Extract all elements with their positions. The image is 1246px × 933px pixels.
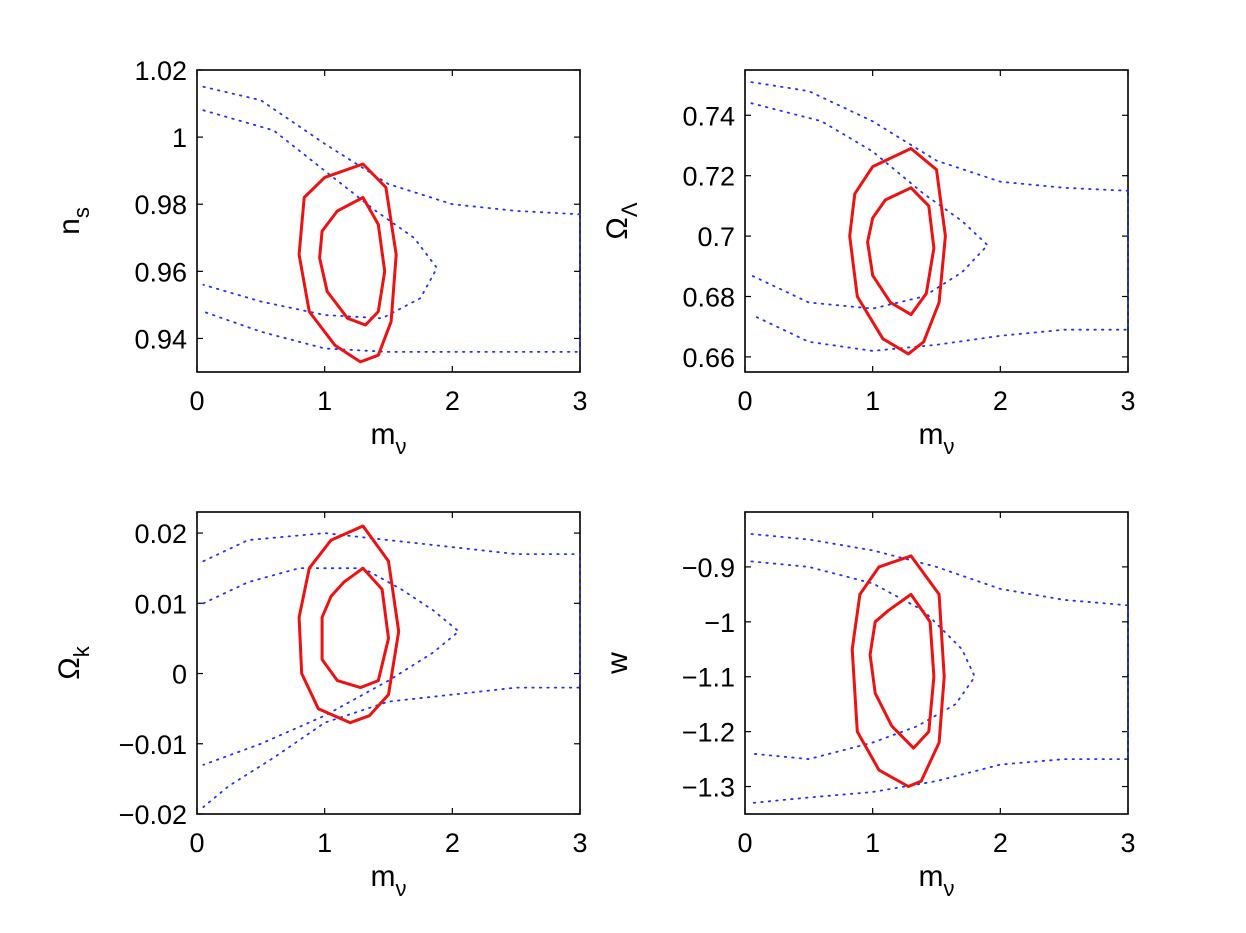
dotted-outer-contour <box>750 533 1129 804</box>
plot-frame <box>196 511 581 815</box>
y-tick-label: 0.7 <box>697 222 735 252</box>
y-tick-label: 0.66 <box>682 343 735 373</box>
y-axis-label: ns <box>53 207 94 235</box>
plot-frame <box>744 511 1129 815</box>
y-axis-label: ΩΛ <box>601 202 642 239</box>
solid-inner-contour <box>868 592 936 750</box>
solid-inner-contour <box>318 196 387 327</box>
x-tick-label: 2 <box>445 386 460 416</box>
y-tick-label: 0.72 <box>682 162 735 192</box>
x-tick-label: 0 <box>737 386 752 416</box>
y-tick-label: 0.74 <box>682 101 735 131</box>
dotted-inner-contour <box>750 560 976 761</box>
x-tick-label: 0 <box>189 386 204 416</box>
y-tick-label: −1.2 <box>682 718 735 748</box>
x-tick-label: 0 <box>189 828 204 858</box>
y-tick-label: 0.02 <box>134 519 187 549</box>
y-tick-label: 1 <box>172 123 187 153</box>
x-tick-label: 2 <box>993 828 1008 858</box>
solid-inner-contour <box>320 566 390 690</box>
dotted-outer-contour <box>202 532 581 808</box>
y-tick-label: −1 <box>704 608 735 638</box>
panel-omega-lambda: 0 1 2 3 0.66 0.68 0.7 0.72 0.74 mν ΩΛ <box>601 69 1136 459</box>
y-tick-label: 0.96 <box>134 257 187 287</box>
y-tick-label: 0.01 <box>134 589 187 619</box>
solid-outer-contour <box>297 524 401 725</box>
x-tick-label: 2 <box>445 828 460 858</box>
panel-ns: 0 1 2 3 0.94 0.96 0.98 1 1.02 mν ns <box>53 56 588 459</box>
solid-inner-contour <box>866 186 936 317</box>
x-tick-label: 1 <box>317 828 332 858</box>
x-tick-label: 3 <box>572 828 587 858</box>
y-tick-label: 0 <box>172 660 187 690</box>
y-tick-label: 0.98 <box>134 190 187 220</box>
solid-outer-contour <box>850 554 946 788</box>
y-axis-label: w <box>601 652 634 675</box>
x-tick-label: 1 <box>317 386 332 416</box>
x-tick-label: 3 <box>1120 386 1135 416</box>
y-tick-label: 0.68 <box>682 283 735 313</box>
dotted-outer-contour <box>750 81 1129 352</box>
y-tick-label: 1.02 <box>134 56 187 86</box>
solid-outer-contour <box>297 162 398 364</box>
plot-frame <box>744 69 1129 373</box>
x-tick-label: 1 <box>865 386 880 416</box>
x-tick-label: 0 <box>737 828 752 858</box>
x-axis-label: mν <box>371 860 407 901</box>
x-tick-label: 2 <box>993 386 1008 416</box>
x-axis-label: mν <box>919 418 955 459</box>
solid-outer-contour <box>848 147 947 356</box>
dotted-inner-contour <box>202 109 439 320</box>
y-tick-label: −1.3 <box>682 773 735 803</box>
x-axis-label: mν <box>371 418 407 459</box>
y-tick-label: −0.02 <box>119 800 187 830</box>
x-tick-label: 1 <box>865 828 880 858</box>
x-axis-label: mν <box>919 860 955 901</box>
y-tick-label: 0.94 <box>134 324 187 354</box>
panel-w: 0 1 2 3 −1.3 −1.2 −1.1 −1 −0.9 mν w <box>601 511 1136 901</box>
dotted-outer-contour <box>202 85 581 353</box>
y-tick-label: −0.01 <box>119 730 187 760</box>
dotted-inner-contour <box>202 567 461 766</box>
x-tick-label: 3 <box>572 386 587 416</box>
y-axis-label: Ωk <box>53 645 94 679</box>
y-tick-label: −1.1 <box>682 663 735 693</box>
y-tick-label: −0.9 <box>682 553 735 583</box>
panel-omega-k: 0 1 2 3 −0.02 −0.01 0 0.01 0.02 mν Ωk <box>53 511 588 901</box>
x-tick-label: 3 <box>1120 828 1135 858</box>
dotted-inner-contour <box>750 102 989 310</box>
